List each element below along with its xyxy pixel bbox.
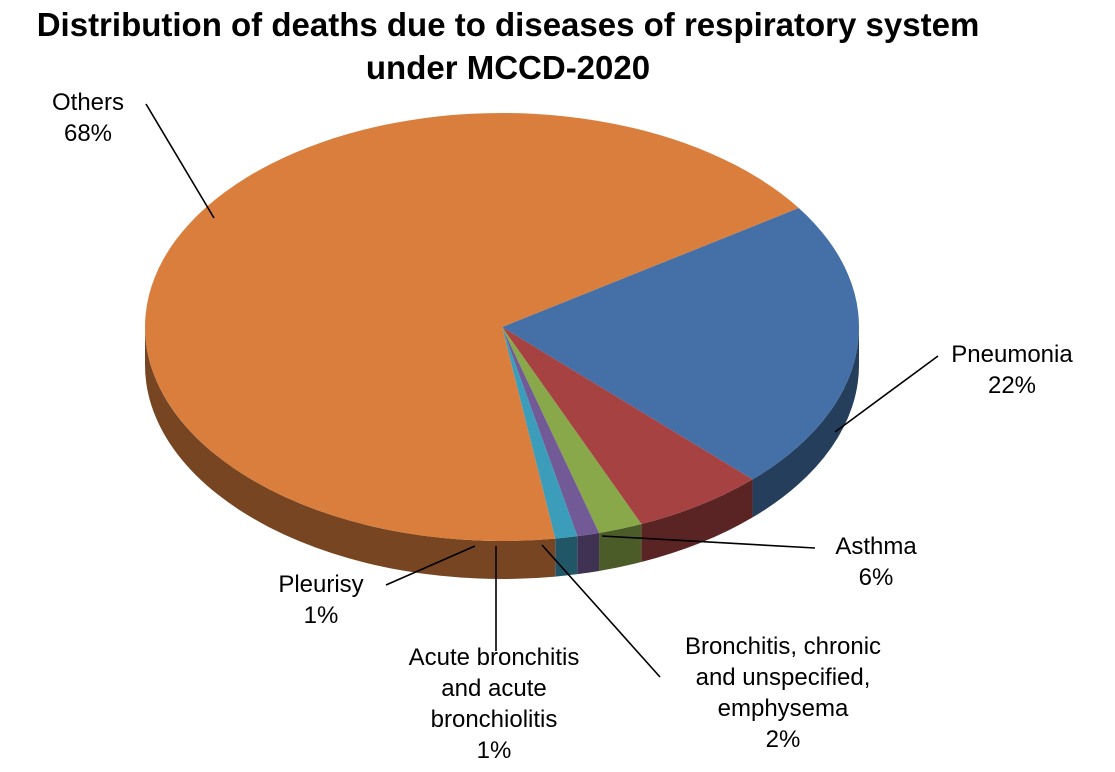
slice-side-others bbox=[145, 327, 556, 579]
leader-line-asthma bbox=[601, 535, 816, 549]
slice-label-line: 68% bbox=[64, 120, 112, 147]
slice-bronchitis-chronic-and-unspecified-emphysema bbox=[502, 327, 642, 533]
slice-side-pleurisy bbox=[555, 536, 578, 577]
slice-side-acute-bronchitis-and-acute-bronchiolitis bbox=[577, 532, 600, 575]
slice-asthma bbox=[502, 327, 753, 525]
slice-label-others: Others 68% bbox=[52, 89, 124, 147]
slice-label-line: Pleurisy bbox=[278, 571, 363, 598]
slice-pleurisy bbox=[502, 327, 578, 539]
slice-label-line: 1% bbox=[477, 737, 512, 764]
slice-label-line: 6% bbox=[859, 564, 894, 591]
slice-pneumonia bbox=[502, 208, 859, 480]
slice-side-asthma bbox=[641, 479, 753, 563]
slice-label-line: and unspecified, bbox=[696, 664, 871, 691]
slice-label-line: and acute bbox=[441, 675, 546, 702]
chart-title-line-2: under MCCD-2020 bbox=[366, 49, 650, 86]
slice-acute-bronchitis-and-acute-bronchiolitis bbox=[502, 327, 600, 537]
slice-label-line: emphysema bbox=[718, 695, 849, 722]
slice-label-line: 2% bbox=[766, 726, 801, 753]
leader-lines bbox=[145, 103, 939, 678]
slice-label-line: bronchiolitis bbox=[431, 706, 558, 733]
leader-line-pneumonia bbox=[834, 355, 939, 433]
chart-title-line-1: Distribution of deaths due to diseases o… bbox=[37, 6, 980, 43]
slice-label-line: Acute bronchitis bbox=[409, 644, 580, 671]
slice-label-line: Bronchitis, chronic bbox=[685, 633, 881, 660]
slice-label-bronchitis-chronic-and-unspecified-emphysema: Bronchitis, chronic and unspecified, emphy… bbox=[685, 633, 881, 753]
pie-depth bbox=[145, 327, 860, 579]
pie-top bbox=[144, 112, 859, 541]
slice-label-pleurisy: Pleurisy 1% bbox=[278, 571, 363, 629]
slice-label-line: Others bbox=[52, 89, 124, 116]
leader-line-others bbox=[145, 103, 215, 219]
slice-label-asthma: Asthma 6% bbox=[835, 533, 917, 591]
slice-others bbox=[144, 112, 799, 541]
leader-line-pleurisy bbox=[385, 545, 476, 586]
slice-label-line: Asthma bbox=[835, 533, 917, 560]
slice-label-line: 1% bbox=[304, 602, 339, 629]
slice-label-acute-bronchitis-and-acute-bronchiolitis: Acute bronchitis and acute bronchiolitis 1% bbox=[409, 644, 580, 764]
slice-side-pneumonia bbox=[752, 327, 860, 518]
slice-labels: Others 68% Pneumonia 22% Asthma 6% Bronchitis,… bbox=[52, 89, 1073, 764]
slice-label-pneumonia: Pneumonia 22% bbox=[951, 341, 1073, 399]
slice-label-line: 22% bbox=[988, 372, 1036, 399]
slice-label-line: Pneumonia bbox=[951, 341, 1073, 368]
leader-line-bronchitis-chronic-and-unspecified-emphysema bbox=[541, 544, 661, 678]
